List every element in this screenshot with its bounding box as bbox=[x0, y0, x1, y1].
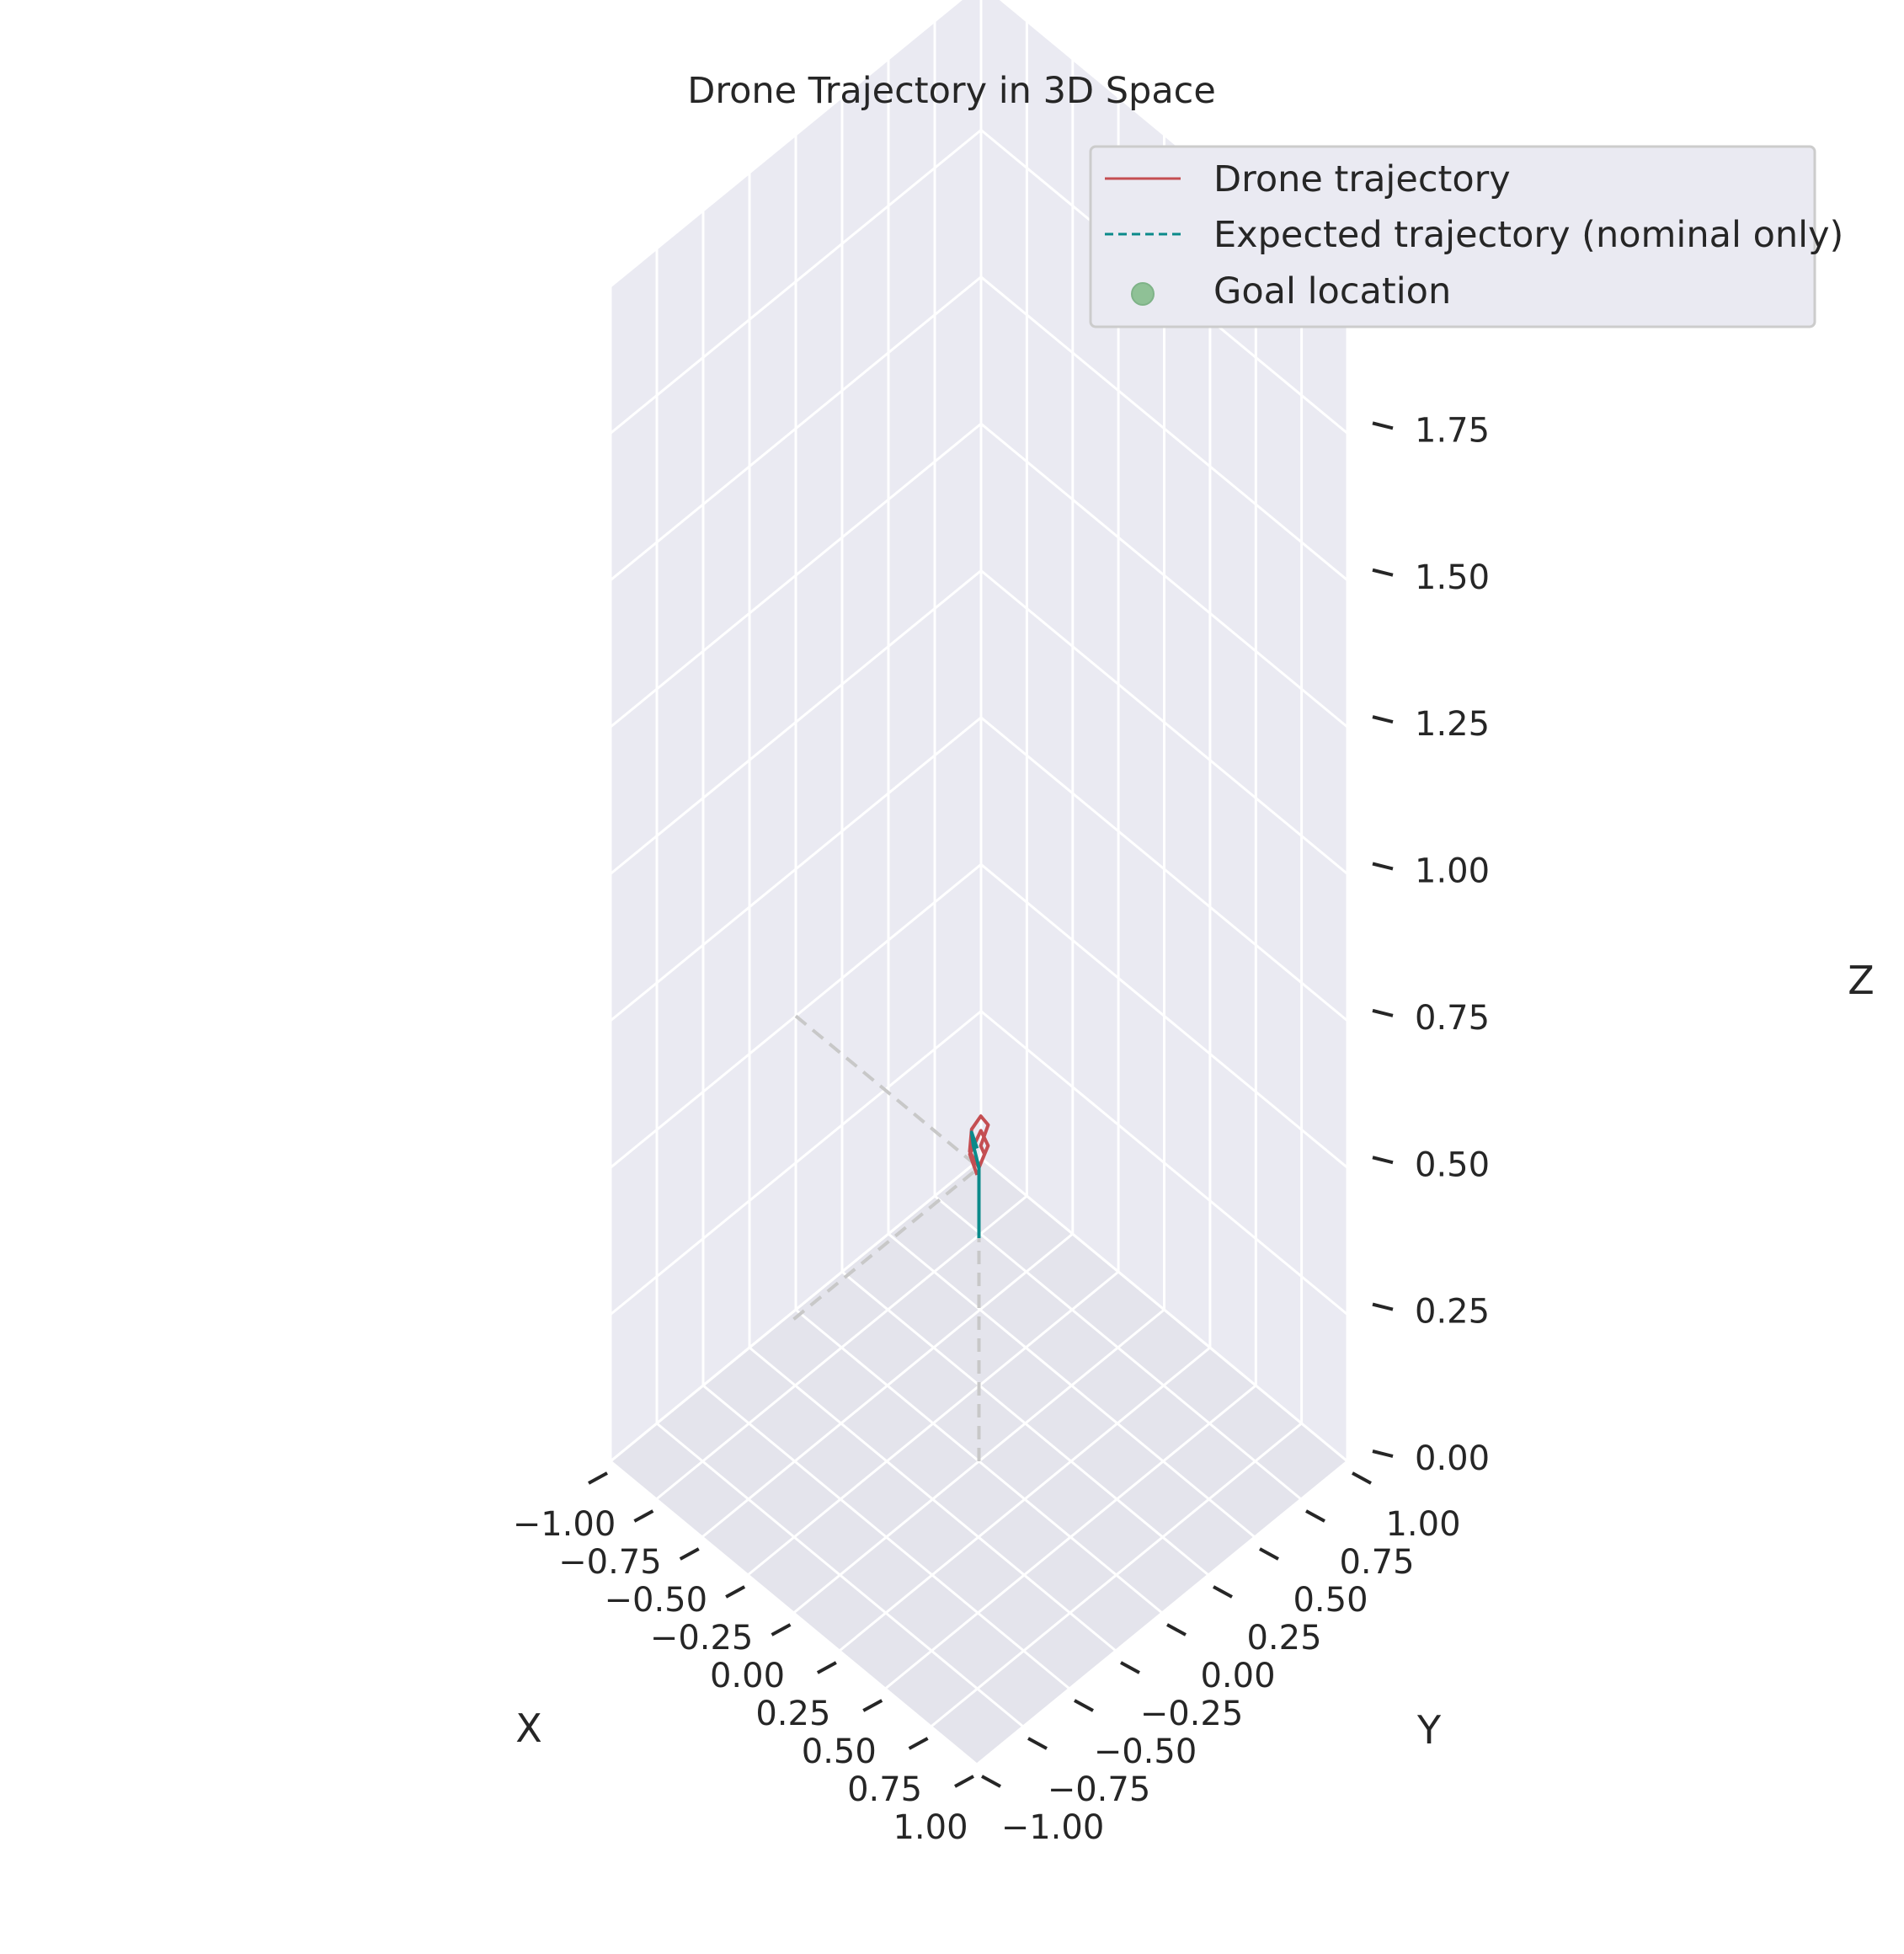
x-tick bbox=[862, 1699, 883, 1712]
z-tick bbox=[1372, 1449, 1394, 1458]
y-tick bbox=[1259, 1547, 1279, 1561]
x-tick bbox=[725, 1585, 746, 1599]
legend-goal-label: Goal location bbox=[1213, 270, 1451, 312]
y-tick-label: 0.75 bbox=[1339, 1543, 1414, 1582]
z-tick-label: 0.75 bbox=[1415, 999, 1490, 1038]
grid-line bbox=[980, 422, 1348, 729]
grid-line bbox=[610, 275, 982, 581]
x-tick bbox=[771, 1623, 792, 1636]
y-axis-label: Y bbox=[1416, 1707, 1442, 1753]
z-tick-label: 0.00 bbox=[1415, 1439, 1490, 1478]
legend-box bbox=[1089, 145, 1816, 328]
y-tick-label: 0.50 bbox=[1293, 1581, 1368, 1620]
drone-trajectory-line bbox=[968, 1114, 990, 1176]
z-tick-label: 1.00 bbox=[1415, 852, 1490, 891]
x-tick-label: 1.00 bbox=[893, 1808, 968, 1847]
grid-line bbox=[610, 0, 963, 288]
grid-line bbox=[934, 1194, 1302, 1501]
grid-line bbox=[888, 1232, 1256, 1539]
y-tick bbox=[1027, 1737, 1048, 1750]
y-tick-label: −0.75 bbox=[1048, 1770, 1151, 1809]
x-tick-label: −0.25 bbox=[650, 1619, 754, 1658]
grid-line bbox=[610, 422, 982, 729]
chart-title: Drone Trajectory in 3D Space bbox=[687, 70, 1216, 112]
z-tick bbox=[1372, 862, 1394, 871]
grid-line bbox=[610, 569, 982, 875]
z-tick bbox=[1372, 1156, 1394, 1165]
x-tick-label: −0.50 bbox=[605, 1581, 708, 1620]
y-tick bbox=[1074, 1699, 1094, 1712]
grid-line bbox=[980, 275, 1348, 581]
axis-ticks: −1.00−0.75−0.50−0.250.000.250.500.751.00… bbox=[513, 264, 1490, 1847]
y-tick bbox=[1120, 1661, 1140, 1674]
z-tick-label: 1.75 bbox=[1415, 411, 1490, 450]
grid-line bbox=[980, 1156, 1348, 1463]
y-tick-label: −1.00 bbox=[1001, 1808, 1105, 1847]
legend: Drone trajectory Expected trajectory (no… bbox=[1089, 145, 1843, 328]
legend-expected-label: Expected trajectory (nominal only) bbox=[1213, 214, 1843, 256]
expected-trajectory-line bbox=[969, 1130, 981, 1238]
y-tick-label: −0.25 bbox=[1140, 1695, 1244, 1733]
y-tick-label: 1.00 bbox=[1385, 1505, 1460, 1544]
grid-line bbox=[841, 1270, 1209, 1577]
y-tick bbox=[1352, 1471, 1372, 1485]
x-tick-label: 0.75 bbox=[847, 1770, 922, 1809]
z-tick-label: 1.25 bbox=[1415, 705, 1490, 744]
x-tick-label: 0.25 bbox=[755, 1695, 830, 1733]
z-axis-label: Z bbox=[1848, 958, 1875, 1003]
grid-lines bbox=[609, 0, 1349, 1766]
grid-line bbox=[976, 1460, 1348, 1766]
x-tick bbox=[679, 1547, 700, 1561]
y-tick bbox=[1305, 1509, 1325, 1523]
x-tick-label: 0.00 bbox=[710, 1657, 785, 1695]
z-tick bbox=[1372, 421, 1394, 430]
z-tick-label: 0.25 bbox=[1415, 1293, 1490, 1332]
z-tick bbox=[1372, 1302, 1394, 1311]
x-tick bbox=[908, 1737, 929, 1750]
y-tick bbox=[981, 1775, 1001, 1788]
x-tick-label: −0.75 bbox=[558, 1543, 662, 1582]
x-tick bbox=[633, 1509, 654, 1523]
z-tick bbox=[1372, 568, 1394, 577]
trajectories bbox=[968, 1114, 990, 1238]
grid-line bbox=[610, 129, 982, 435]
grid-line bbox=[838, 1346, 1211, 1652]
y-tick-label: 0.25 bbox=[1246, 1619, 1321, 1658]
x-tick bbox=[588, 1471, 608, 1485]
x-axis-label: X bbox=[515, 1706, 542, 1751]
reference-line bbox=[794, 1014, 980, 1169]
y-tick bbox=[1213, 1585, 1233, 1599]
x-tick bbox=[816, 1661, 837, 1674]
z-tick-label: 0.50 bbox=[1415, 1145, 1490, 1184]
z-tick bbox=[1372, 1008, 1394, 1017]
x-tick-label: 0.50 bbox=[802, 1732, 877, 1771]
x-tick bbox=[954, 1775, 974, 1788]
legend-goal-marker bbox=[1131, 282, 1155, 306]
grid-line bbox=[884, 1384, 1257, 1690]
y-tick-label: −0.50 bbox=[1094, 1732, 1197, 1771]
legend-drone-label: Drone trajectory bbox=[1213, 158, 1511, 200]
y-tick bbox=[1166, 1623, 1187, 1636]
x-tick-label: −1.00 bbox=[513, 1505, 616, 1544]
z-tick bbox=[1372, 715, 1394, 724]
y-tick-label: 0.00 bbox=[1200, 1657, 1275, 1695]
z-tick-label: 1.50 bbox=[1415, 558, 1490, 597]
grid-line bbox=[980, 569, 1348, 875]
reference-line bbox=[792, 1166, 980, 1321]
grid-line bbox=[930, 1422, 1303, 1728]
